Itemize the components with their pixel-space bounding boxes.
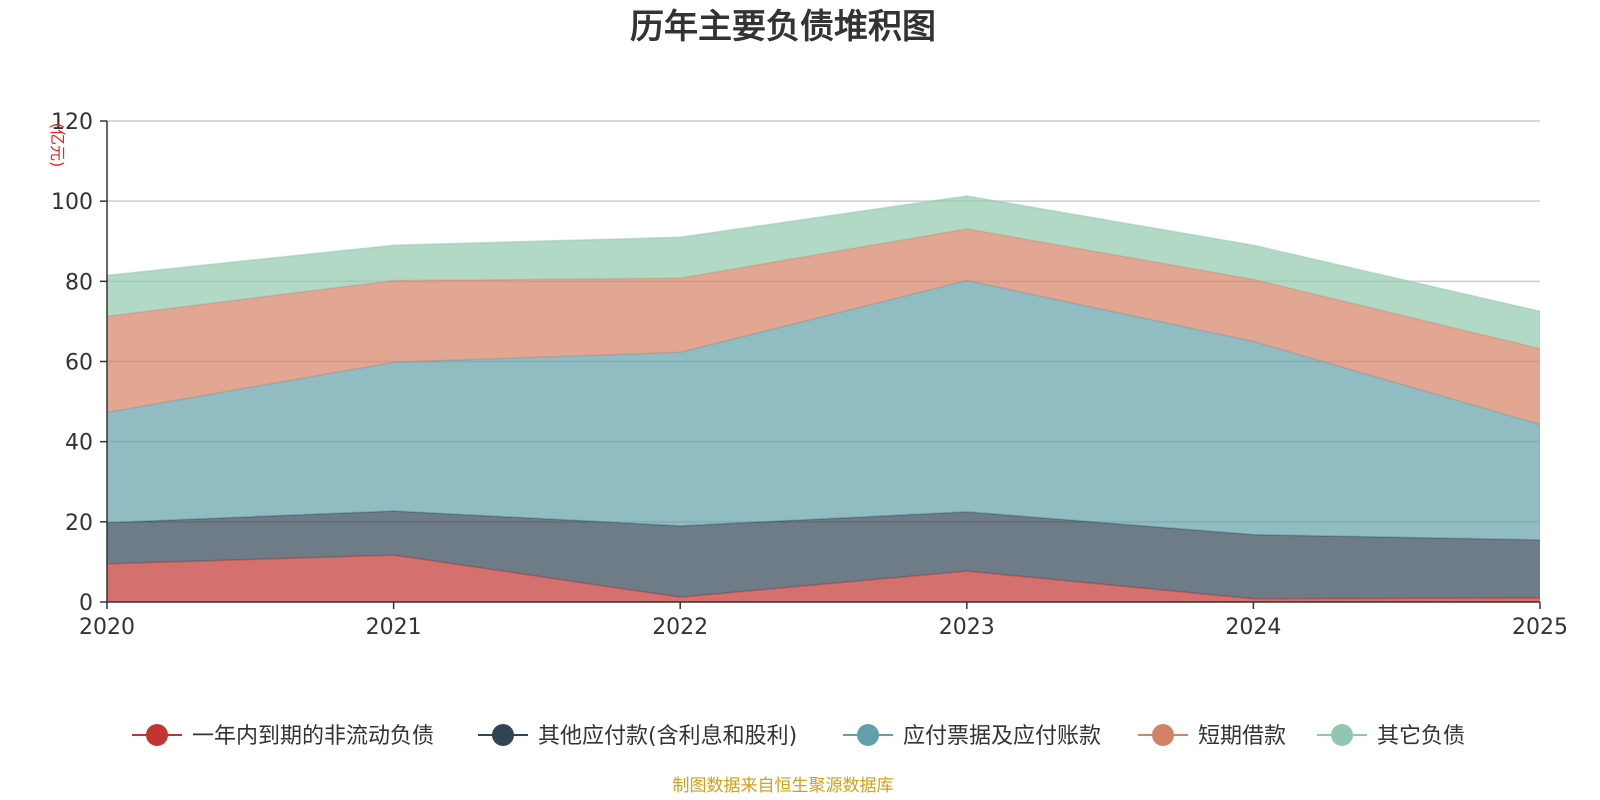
area-series-1 xyxy=(107,555,1540,602)
legend-label: 短期借款 xyxy=(1198,724,1286,749)
legend-marker xyxy=(857,724,879,746)
x-tick-label-2021: 2021 xyxy=(366,615,422,640)
legend-label: 应付票据及应付账款 xyxy=(903,724,1101,749)
area-series-5 xyxy=(107,195,1540,349)
legend-label: 其它负债 xyxy=(1377,724,1465,749)
x-tick-label-2020: 2020 xyxy=(79,615,135,640)
legend-marker xyxy=(1152,724,1174,746)
legend-marker xyxy=(492,724,514,746)
x-tick-label-2022: 2022 xyxy=(652,615,708,640)
area-series-2 xyxy=(107,511,1540,599)
axes: 0 20 40 60 80 100 120 2020 2021 2022 2023 2024 2025 xyxy=(51,110,1568,640)
y-tick-label-20: 20 xyxy=(65,511,93,536)
legend-item-3: 应付票据及应付账款 xyxy=(843,724,1101,749)
line-series-5 xyxy=(106,195,1541,313)
y-tick-label-80: 80 xyxy=(65,270,93,295)
y-tick-label-40: 40 xyxy=(65,431,93,456)
y-tick-label-60: 60 xyxy=(65,351,93,376)
legend-label: 一年内到期的非流动负债 xyxy=(192,724,434,749)
series-areas xyxy=(106,195,1541,602)
x-tick-label-2025: 2025 xyxy=(1512,615,1568,640)
x-tick-label-2024: 2024 xyxy=(1225,615,1281,640)
chart-title: 历年主要负债堆积图 xyxy=(630,7,936,47)
x-tick-label-2023: 2023 xyxy=(939,615,995,640)
y-tick-label-120: 120 xyxy=(51,110,93,135)
source-note: 制图数据来自恒生聚源数据库 xyxy=(673,776,894,796)
legend-item-5: 其它负债 xyxy=(1317,724,1465,749)
legend-marker xyxy=(1331,724,1353,746)
y-tick-label-0: 0 xyxy=(79,591,93,616)
legend-marker xyxy=(146,724,168,746)
legend-label: 其他应付款(含利息和股利) xyxy=(538,724,797,749)
legend-item-4: 短期借款 xyxy=(1138,724,1286,749)
line-series-2 xyxy=(106,510,1541,541)
y-tick-label-100: 100 xyxy=(51,190,93,215)
area-series-3 xyxy=(107,280,1540,540)
legend-item-1: 一年内到期的非流动负债 xyxy=(132,724,434,749)
legend: 一年内到期的非流动负债 其他应付款(含利息和股利) 应付票据及应付账款 短期借款 其它负… xyxy=(132,724,1465,749)
y-axis-unit-label: (亿元) xyxy=(48,123,67,168)
legend-item-2: 其他应付款(含利息和股利) xyxy=(478,724,797,749)
area-series-4 xyxy=(107,228,1540,425)
